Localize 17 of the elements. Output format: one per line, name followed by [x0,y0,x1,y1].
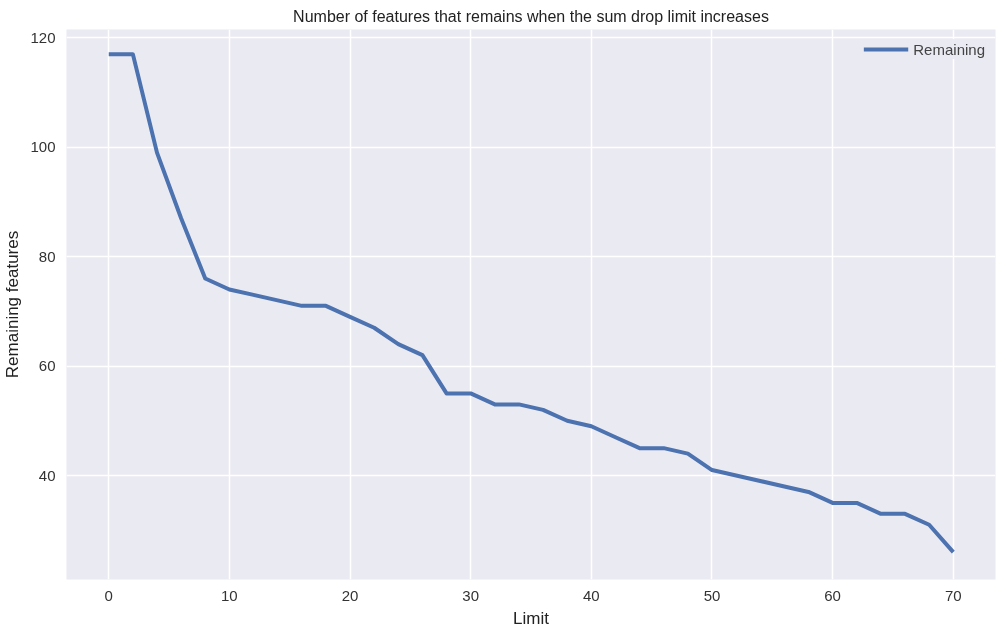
y-tick-label: 120 [30,28,56,46]
y-tick-label: 40 [38,466,56,484]
x-tick-label: 0 [104,586,113,604]
x-tick-label: 30 [462,586,480,604]
x-tick-label: 20 [341,586,359,604]
x-tick-label: 10 [221,586,238,604]
x-axis-title: Limit [513,608,550,628]
x-tick-label: 50 [703,586,721,604]
chart-title: Number of features that remains when the sum drop limit increases [293,7,769,25]
x-tick-label: 40 [582,586,600,604]
y-tick-label: 80 [38,247,56,265]
legend-label: Remaining [913,40,985,58]
y-tick-label: 60 [38,357,56,375]
x-tick-label: 70 [944,586,962,604]
y-tick-label: 100 [30,138,56,156]
y-axis-title: Remaining features [3,230,23,379]
x-tick-label: 60 [824,586,841,604]
